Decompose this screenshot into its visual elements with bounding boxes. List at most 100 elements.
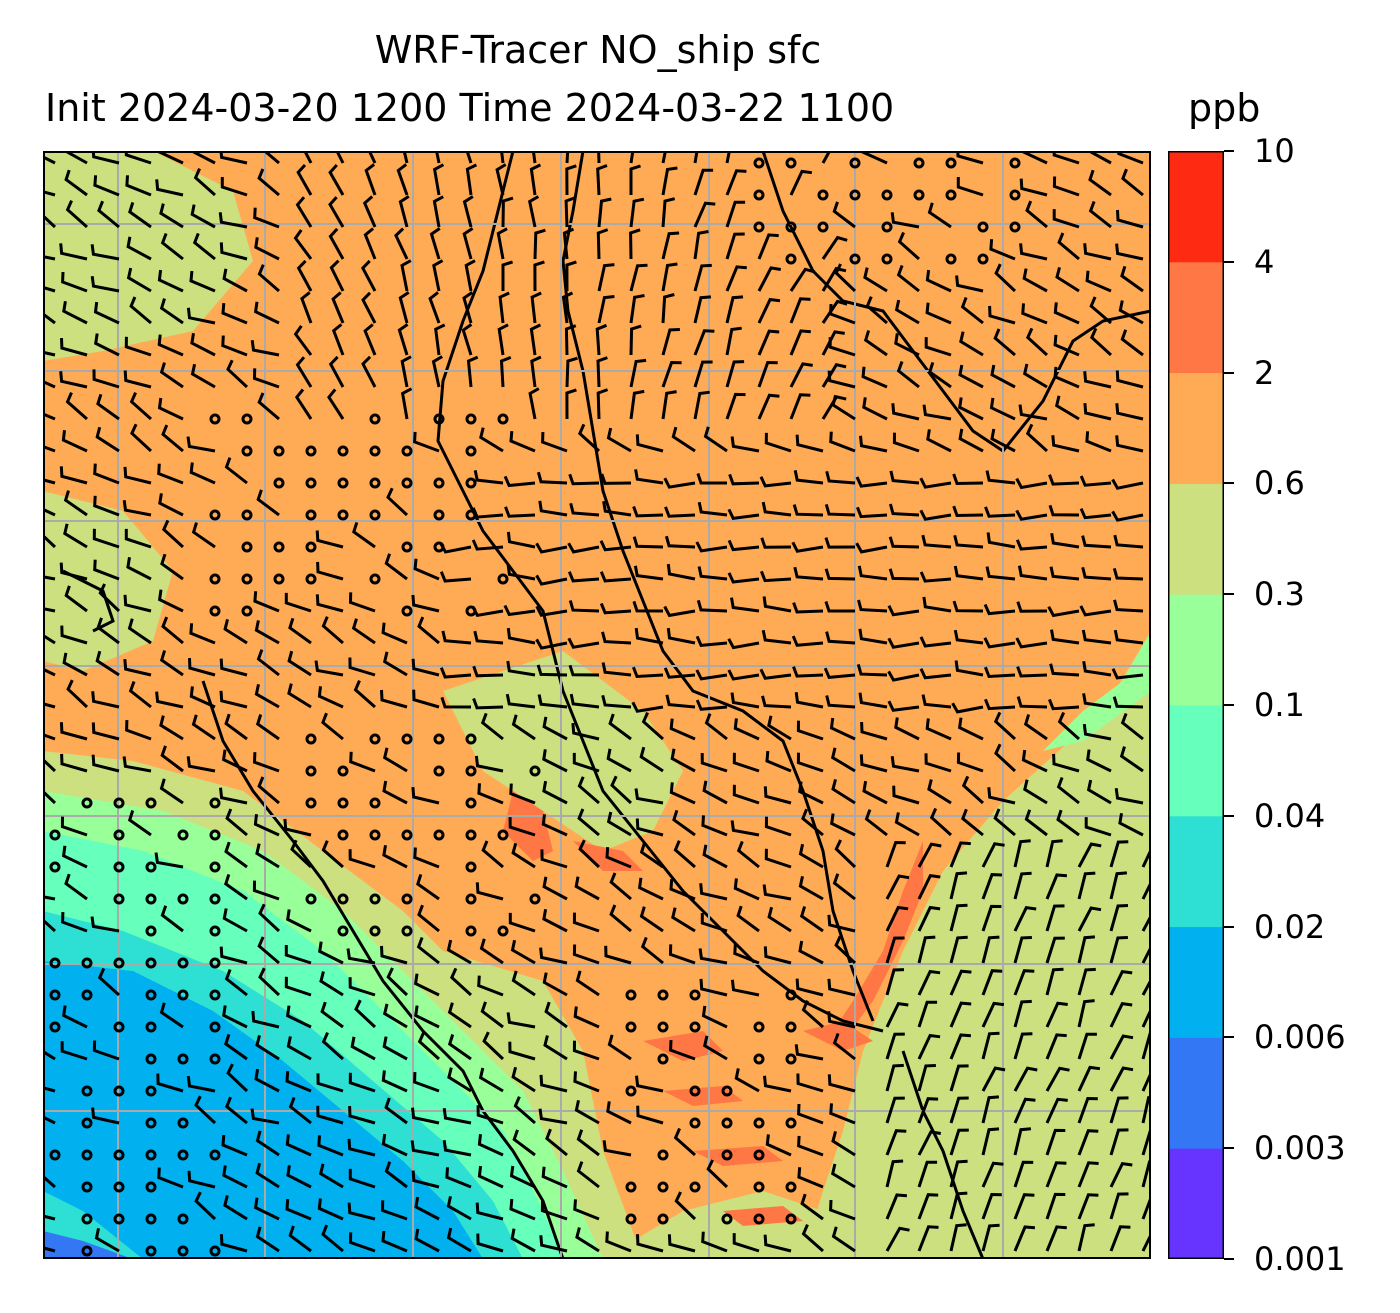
wind-barb [1052, 151, 1080, 165]
wind-barb [635, 434, 664, 453]
tracer-map [43, 151, 1151, 1259]
wind-barb [834, 263, 857, 293]
wind-barb [701, 815, 728, 837]
wind-barb [1109, 871, 1128, 900]
wind-barb [402, 151, 409, 164]
wind-barb [862, 780, 888, 805]
wind-barb [885, 1159, 904, 1188]
wind-barb [693, 201, 716, 228]
wind-barb [1083, 371, 1112, 389]
wind-barb [1109, 1161, 1133, 1188]
wind-barb [482, 1031, 505, 1061]
wind-barb [435, 151, 441, 164]
wind-barb [664, 506, 696, 518]
wind-barb [348, 1072, 376, 1093]
colorbar-segment [1168, 926, 1224, 1038]
colorbar-tick [1224, 260, 1234, 263]
wind-barb [1016, 696, 1048, 709]
wind-barb [929, 807, 953, 837]
calm-marker [305, 573, 317, 585]
wind-barb [129, 296, 152, 325]
calm-marker [401, 733, 413, 745]
wind-barb [294, 388, 313, 420]
wind-barb [95, 426, 120, 453]
wind-barb [284, 976, 312, 997]
calm-marker [369, 893, 381, 905]
wind-barb [1079, 475, 1112, 487]
calm-marker [433, 829, 445, 841]
wind-barb [1049, 663, 1080, 677]
calm-marker [241, 413, 253, 425]
wind-barb [349, 751, 376, 773]
wind-barb [577, 423, 601, 453]
wind-barb [432, 163, 445, 196]
wind-barb [255, 1035, 280, 1061]
colorbar-tick-label: 0.1 [1254, 686, 1305, 724]
wind-barb [824, 568, 856, 581]
wind-barb [495, 163, 507, 196]
wind-barb [252, 368, 280, 389]
wind-barb [981, 873, 1003, 900]
wind-barb [187, 1170, 216, 1189]
wind-barb [695, 699, 728, 711]
wind-barb [981, 1161, 1004, 1188]
wind-barb [956, 177, 984, 197]
calm-marker [177, 1053, 189, 1065]
wind-barb [831, 1131, 856, 1157]
wind-barb [924, 337, 952, 357]
wind-barb [43, 633, 56, 645]
wind-barb [1109, 1225, 1131, 1252]
wind-barb [508, 1041, 536, 1061]
wind-barb [888, 536, 920, 549]
wind-barb [43, 702, 56, 709]
wind-barb [917, 969, 941, 996]
wind-barb [1116, 209, 1144, 229]
wind-barb [1109, 969, 1133, 996]
wind-barb [1013, 1032, 1033, 1060]
wind-barb [858, 628, 888, 645]
wind-barb [693, 151, 699, 164]
wind-barb [796, 752, 824, 773]
wind-barb [353, 680, 376, 709]
wind-barb [727, 572, 760, 584]
wind-barb [797, 1135, 824, 1157]
wind-barb [257, 168, 280, 197]
wind-barb [663, 667, 696, 679]
wind-barb [257, 936, 280, 965]
gridlines [43, 151, 1151, 1259]
wind-barb [670, 748, 696, 773]
wind-barb [575, 970, 600, 997]
wind-barb [1045, 1225, 1067, 1252]
wind-barb [43, 789, 57, 805]
calm-marker [785, 221, 797, 233]
wind-barb [1050, 532, 1080, 549]
wind-barb [1022, 268, 1048, 293]
wind-barb [834, 839, 857, 869]
wind-barb [672, 809, 696, 837]
wind-barb [733, 878, 760, 901]
wind-barb [125, 175, 152, 197]
calm-marker [113, 957, 125, 969]
wind-barb [664, 535, 696, 549]
wind-barb [1077, 1032, 1097, 1060]
wind-barb [1022, 363, 1048, 389]
wind-barb [799, 906, 824, 933]
wind-barb [193, 167, 216, 197]
wind-barb [90, 276, 120, 293]
calm-marker [657, 1213, 669, 1225]
wind-barb [639, 746, 664, 773]
wind-barb [472, 665, 504, 678]
wind-barb [348, 592, 376, 613]
wind-barb [60, 338, 88, 357]
wind-barb [919, 571, 952, 583]
wind-barb [61, 912, 88, 933]
colorbar-tick-label: 0.6 [1254, 464, 1305, 503]
wind-barb [255, 1226, 280, 1253]
calm-marker [401, 925, 413, 937]
wind-barb [538, 1108, 568, 1125]
wind-barb [949, 1001, 972, 1028]
wind-barb [763, 1075, 792, 1093]
calm-marker [465, 797, 477, 809]
wind-barb [924, 753, 952, 773]
wind-barb [328, 196, 345, 228]
